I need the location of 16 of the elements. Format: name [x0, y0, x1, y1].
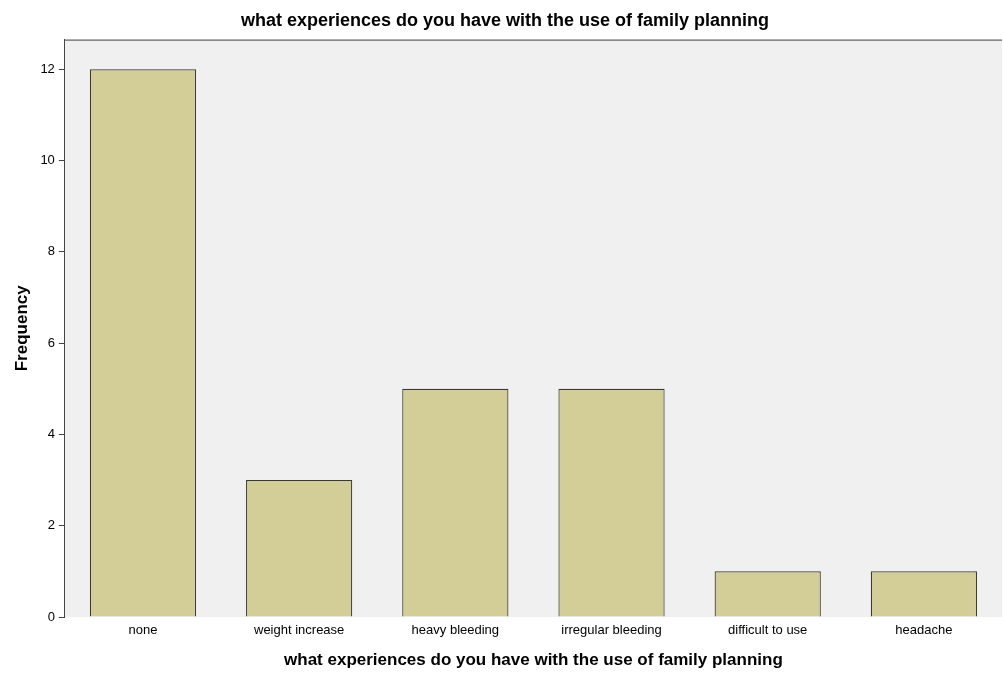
x-tick-label: irregular bleeding — [561, 622, 662, 638]
y-tick-label: 8 — [47, 243, 55, 259]
x-tick-label: headache — [895, 622, 953, 638]
x-tick-label: difficult to use — [728, 622, 808, 638]
y-tick-label: 10 — [40, 152, 55, 168]
y-tick-label: 6 — [47, 334, 55, 350]
y-tick-label: 0 — [47, 608, 55, 624]
x-tick-label: heavy bleeding — [411, 622, 500, 638]
x-axis-title: what experiences do you have with the use of family planning — [283, 650, 783, 670]
x-tick-label: none — [128, 622, 158, 638]
y-tick-label: 4 — [47, 426, 55, 441]
y-tick-label: 12 — [40, 60, 55, 76]
chart-title: what experiences do you have with the use of family planning — [239, 9, 770, 30]
y-axis-title: Frequency — [11, 284, 31, 372]
x-tick-label: weight increase — [252, 622, 345, 638]
y-tick-label: 2 — [47, 517, 55, 533]
